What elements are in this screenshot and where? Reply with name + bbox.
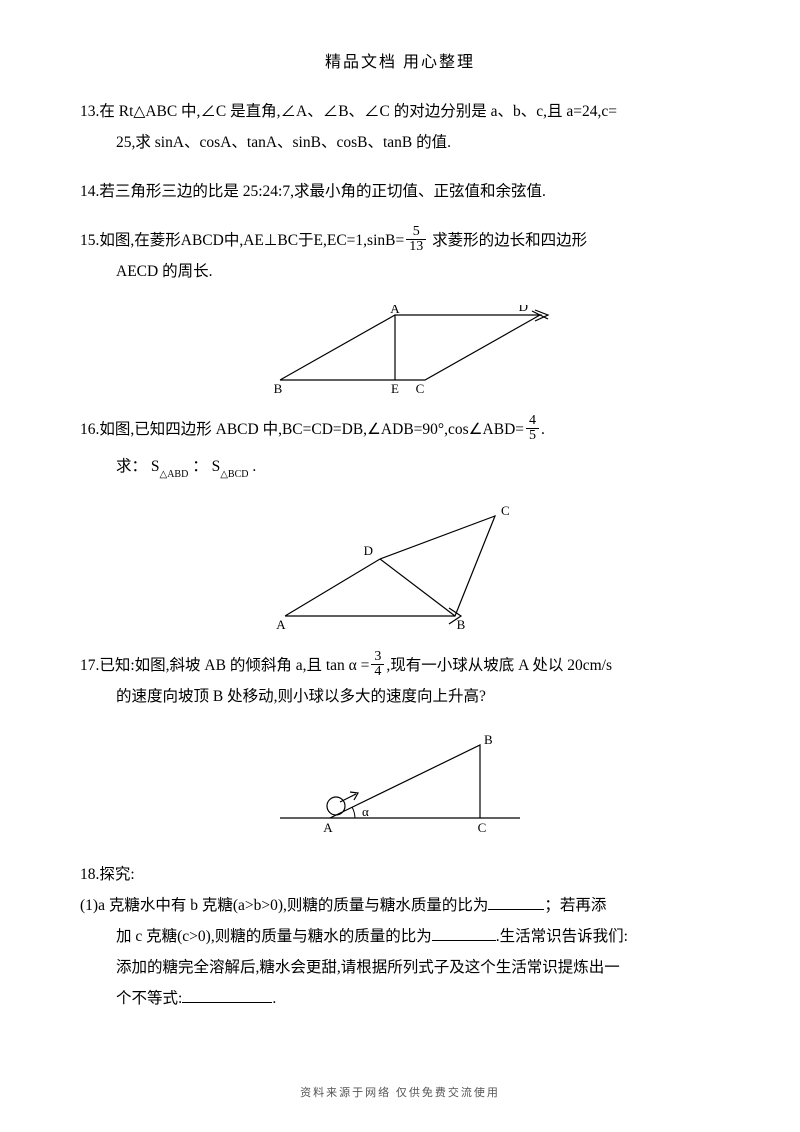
- alpha-label: α: [362, 804, 369, 819]
- q16-d: D: [364, 543, 373, 558]
- p16-dot: .: [252, 458, 256, 475]
- blank-3: [182, 988, 272, 1004]
- p16-num: 4: [526, 414, 539, 429]
- ball-circle: [327, 797, 345, 815]
- p13-line2: 25,求 sinA、cosA、tanA、sinB、cosB、tanB 的值.: [80, 127, 720, 158]
- p16-S1: S: [151, 458, 160, 475]
- p17-post: ,现有一小球从坡底 A 处以 20cm/s: [386, 657, 612, 674]
- p15-line2: AECD 的周长.: [80, 256, 720, 287]
- p16-line2: 求： S△ABD ： S△BCD .: [80, 451, 720, 483]
- p18-l2: 加 c 克糖(c>0),则糖的质量与糖水的质量的比为 .生活常识告诉我们:: [80, 921, 720, 952]
- ball-arrow-line: [340, 794, 356, 802]
- p15-fraction: 513: [406, 225, 426, 254]
- p16-den: 5: [526, 429, 539, 443]
- p17-num: 3: [371, 650, 384, 665]
- angle-arc: [352, 807, 355, 818]
- label-b: B: [274, 381, 283, 395]
- label-d2: D: [519, 305, 528, 314]
- p14-line1: 14.若三角形三边的比是 25:24:7,求最小角的正切值、正弦值和余弦值.: [80, 176, 720, 207]
- p18-l1a: (1)a 克糖水中有 b 克糖(a>b>0),则糖的质量与糖水质量的比为: [80, 897, 488, 914]
- blank-2: [432, 926, 496, 942]
- p15-line1: 15.如图,在菱形ABCD中,AE⊥BC于E,EC=1,sinB=513 求菱形…: [80, 225, 720, 256]
- p15-pre: 15.如图,在菱形ABCD中,AE⊥BC于E,EC=1,sinB=: [80, 232, 404, 249]
- p16-colon: ：: [192, 458, 208, 475]
- p16-qiu: 求：: [116, 458, 147, 475]
- p18-l2a: 加 c 克糖(c>0),则糖的质量与糖水的质量的比为: [116, 928, 432, 945]
- figure-16: A B C D: [80, 501, 720, 636]
- s17-c: C: [478, 820, 487, 835]
- rhombus-outline: [280, 315, 540, 380]
- p18-l4a: 个不等式:: [116, 990, 182, 1007]
- page-footer: 资料来源于网络 仅供免费交流使用: [0, 1084, 800, 1100]
- p15-den: 13: [406, 240, 426, 254]
- q16-b: B: [457, 617, 466, 631]
- problem-18: 18.探究: (1)a 克糖水中有 b 克糖(a>b>0),则糖的质量与糖水质量…: [80, 859, 720, 1014]
- p18-head: 18.探究:: [80, 859, 720, 890]
- p18-l1b: ；若再添: [544, 897, 606, 914]
- slope-svg: α A B C: [270, 730, 530, 840]
- problem-15: 15.如图,在菱形ABCD中,AE⊥BC于E,EC=1,sinB=513 求菱形…: [80, 225, 720, 287]
- problem-17: 17.已知:如图,斜坡 AB 的倾斜角 a,且 tan α =34,现有一小球从…: [80, 650, 720, 712]
- p17-fraction: 34: [371, 650, 384, 679]
- s17-b: B: [484, 732, 493, 747]
- p17-line2: 的速度向坡顶 B 处移动,则小球以多大的速度向上升高?: [80, 681, 720, 712]
- label-c: C: [416, 381, 425, 395]
- quad-svg: A B C D: [265, 501, 535, 631]
- rhombus-svg: A B E C D D: [250, 305, 550, 395]
- page-header: 精品文档 用心整理: [80, 48, 720, 72]
- p16-line1: 16.如图,已知四边形 ABCD 中,BC=CD=DB,∠ADB=90°,cos…: [80, 414, 720, 445]
- p16-pre: 16.如图,已知四边形 ABCD 中,BC=CD=DB,∠ADB=90°,cos…: [80, 421, 524, 438]
- p18-l3: 添加的糖完全溶解后,糖水会更甜,请根据所列式子及这个生活常识提炼出一: [80, 952, 720, 983]
- q16-c: C: [501, 503, 510, 518]
- problem-16: 16.如图,已知四边形 ABCD 中,BC=CD=DB,∠ADB=90°,cos…: [80, 414, 720, 483]
- problem-14: 14.若三角形三边的比是 25:24:7,求最小角的正切值、正弦值和余弦值.: [80, 176, 720, 207]
- p18-l4b: .: [272, 990, 276, 1007]
- p13-line1: 13.在 Rt△ABC 中,∠C 是直角,∠A、∠B、∠C 的对边分别是 a、b…: [80, 96, 720, 127]
- p17-pre: 17.已知:如图,斜坡 AB 的倾斜角 a,且 tan α =: [80, 657, 369, 674]
- q16-a: A: [276, 617, 286, 631]
- p18-l4: 个不等式:.: [80, 983, 720, 1014]
- p15-post: 求菱形的边长和四边形: [428, 232, 587, 249]
- blank-1: [488, 895, 544, 911]
- p18-l2b: .生活常识告诉我们:: [496, 928, 628, 945]
- p15-num: 5: [406, 225, 426, 240]
- s17-a: A: [323, 820, 333, 835]
- p17-line1: 17.已知:如图,斜坡 AB 的倾斜角 a,且 tan α =34,现有一小球从…: [80, 650, 720, 681]
- p16-post: .: [541, 421, 545, 438]
- label-a: A: [390, 305, 400, 316]
- figure-15: A B E C D D: [80, 305, 720, 400]
- figure-17: α A B C: [80, 730, 720, 845]
- label-e: E: [391, 381, 399, 395]
- p16-sub-abd: △ABD: [160, 469, 189, 480]
- p16-fraction: 45: [526, 414, 539, 443]
- p16-S2: S: [212, 458, 221, 475]
- problem-13: 13.在 Rt△ABC 中,∠C 是直角,∠A、∠B、∠C 的对边分别是 a、b…: [80, 96, 720, 158]
- p17-den: 4: [371, 665, 384, 679]
- p18-l1: (1)a 克糖水中有 b 克糖(a>b>0),则糖的质量与糖水质量的比为 ；若再添: [80, 890, 720, 921]
- p16-sub-bcd: △BCD: [220, 469, 248, 480]
- db-line: [380, 559, 455, 616]
